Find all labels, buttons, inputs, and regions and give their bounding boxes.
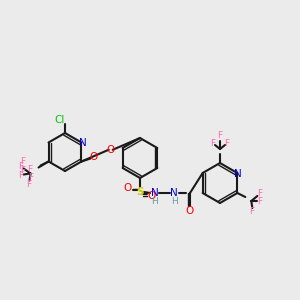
Text: S: S <box>136 187 144 197</box>
Text: O: O <box>124 183 132 193</box>
Text: H: H <box>152 196 158 206</box>
Text: O: O <box>148 191 156 201</box>
Text: F: F <box>26 180 31 189</box>
Text: F: F <box>27 165 32 174</box>
Text: F: F <box>20 157 25 166</box>
Text: F: F <box>249 206 254 215</box>
Text: N: N <box>234 169 242 179</box>
Text: F: F <box>28 173 33 182</box>
Text: O: O <box>186 206 194 216</box>
Text: H: H <box>171 196 177 206</box>
Text: N: N <box>170 188 178 198</box>
Text: F: F <box>257 188 262 197</box>
Text: Cl: Cl <box>55 115 65 125</box>
Text: N: N <box>79 139 86 148</box>
Text: F: F <box>218 131 223 140</box>
Text: F: F <box>18 162 23 171</box>
Text: O: O <box>106 145 115 155</box>
Text: F: F <box>257 197 262 206</box>
Text: N: N <box>151 188 159 198</box>
Text: F: F <box>224 139 230 148</box>
Text: F: F <box>18 171 23 180</box>
Text: F: F <box>210 139 216 148</box>
Text: O: O <box>89 152 98 163</box>
Text: F: F <box>20 166 25 175</box>
